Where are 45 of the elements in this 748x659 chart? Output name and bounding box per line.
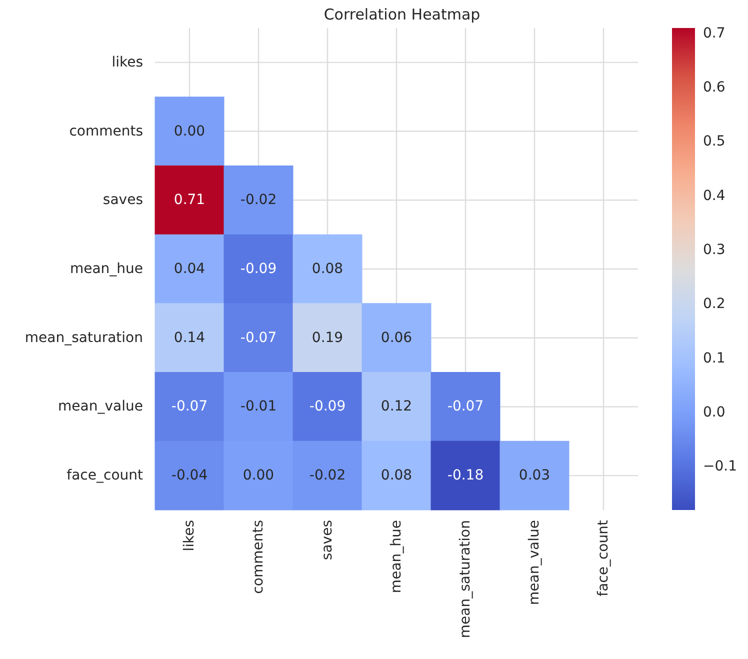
x-tick-label: comments	[250, 520, 266, 594]
data-label: -0.18	[447, 468, 484, 484]
color-bar-label: 0.0	[703, 404, 726, 421]
data-label: -0.02	[309, 468, 346, 484]
y-tick-label: mean_saturation	[24, 330, 143, 346]
data-label: -0.07	[171, 398, 208, 415]
data-label: -0.07	[447, 398, 484, 415]
x-tick-label: likes	[182, 520, 198, 552]
y-tick-label: face_count	[66, 468, 144, 484]
color-bar-label: 0.7	[703, 25, 726, 42]
color-bar-label: 0.5	[703, 134, 726, 150]
color-bar-label: 0.4	[703, 188, 726, 204]
chart-title: Correlation Heatmap	[324, 6, 480, 24]
color-bar-label: −0.1	[703, 458, 737, 475]
data-label: 0.00	[174, 123, 206, 140]
color-bar-label: 0.1	[703, 350, 726, 366]
data-label: 0.03	[518, 468, 550, 484]
data-label: -0.02	[240, 192, 277, 208]
y-tick-label: mean_hue	[70, 261, 143, 277]
data-label: 0.12	[380, 398, 412, 415]
y-tick-label: saves	[102, 192, 143, 208]
data-label: 0.19	[312, 330, 344, 346]
x-tick-label: mean_saturation	[458, 520, 474, 638]
data-label: -0.01	[240, 398, 277, 415]
data-label: 0.06	[380, 330, 412, 346]
data-label: -0.07	[240, 330, 277, 346]
x-tick-label: mean_hue	[388, 520, 404, 594]
x-tick-label: saves	[320, 520, 336, 560]
y-tick-label: comments	[69, 123, 143, 140]
data-label: 0.04	[174, 261, 206, 277]
color-bar-label: 0.6	[703, 80, 726, 96]
y-tick-label: mean_value	[58, 398, 143, 415]
data-label: -0.09	[240, 261, 277, 277]
color-bar-label: 0.3	[703, 242, 726, 258]
data-label: -0.04	[171, 468, 208, 484]
x-tick-label: mean_value	[526, 520, 542, 605]
data-label: 0.14	[174, 330, 206, 346]
data-label: 0.71	[174, 192, 206, 208]
x-tick-label: face_count	[596, 520, 612, 596]
data-label: -0.09	[309, 398, 346, 415]
color-bar-label: 0.2	[703, 296, 726, 312]
data-label: 0.08	[312, 261, 344, 277]
data-label: 0.08	[380, 468, 412, 484]
y-tick-label: likes	[112, 54, 143, 70]
data-label: 0.00	[242, 468, 274, 484]
